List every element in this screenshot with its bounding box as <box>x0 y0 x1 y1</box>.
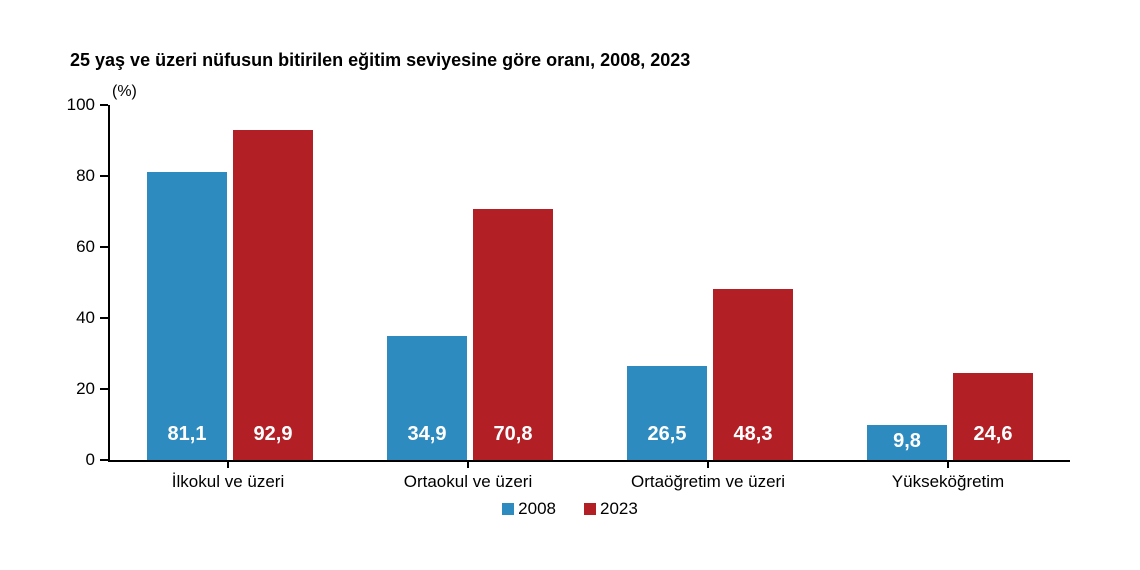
legend-item: 2008 <box>502 499 556 519</box>
category-label: Yükseköğretim <box>828 472 1068 492</box>
y-tick-mark <box>100 175 108 177</box>
legend-item: 2023 <box>584 499 638 519</box>
bar-value-label: 48,3 <box>713 423 793 446</box>
chart-container: { "chart": { "type": "bar", "title": "25… <box>0 0 1140 570</box>
x-tick-mark <box>707 460 709 468</box>
y-tick-label: 100 <box>55 95 95 115</box>
chart-title: 25 yaş ve üzeri nüfusun bitirilen eğitim… <box>70 50 690 71</box>
bar-value-label: 34,9 <box>387 423 467 446</box>
y-tick-mark <box>100 104 108 106</box>
y-tick-label: 20 <box>55 379 95 399</box>
y-tick-mark <box>100 317 108 319</box>
bar-value-label: 9,8 <box>867 430 947 453</box>
bar <box>233 130 313 460</box>
bar-value-label: 92,9 <box>233 423 313 446</box>
y-tick-label: 40 <box>55 308 95 328</box>
category-label: İlkokul ve üzeri <box>108 472 348 492</box>
category-label: Ortaokul ve üzeri <box>348 472 588 492</box>
bar-value-label: 70,8 <box>473 423 553 446</box>
plot-area: 81,1 92,9 34,9 70,8 26,5 48,3 9,8 24,6 <box>108 105 1070 462</box>
x-tick-mark <box>467 460 469 468</box>
x-tick-mark <box>227 460 229 468</box>
y-tick-mark <box>100 246 108 248</box>
category-label: Ortaöğretim ve üzeri <box>588 472 828 492</box>
bar-value-label: 24,6 <box>953 423 1033 446</box>
y-tick-mark <box>100 388 108 390</box>
legend-swatch <box>584 503 596 515</box>
y-tick-label: 0 <box>55 450 95 470</box>
y-tick-label: 60 <box>55 237 95 257</box>
y-tick-label: 80 <box>55 166 95 186</box>
y-axis-unit: (%) <box>112 83 137 101</box>
x-tick-mark <box>947 460 949 468</box>
bar <box>953 373 1033 460</box>
y-tick-mark <box>100 459 108 461</box>
legend-swatch <box>502 503 514 515</box>
legend-label: 2023 <box>600 499 638 519</box>
bar-value-label: 81,1 <box>147 423 227 446</box>
bar <box>147 172 227 460</box>
bar-value-label: 26,5 <box>627 423 707 446</box>
legend-label: 2008 <box>518 499 556 519</box>
legend: 2008 2023 <box>0 499 1140 519</box>
